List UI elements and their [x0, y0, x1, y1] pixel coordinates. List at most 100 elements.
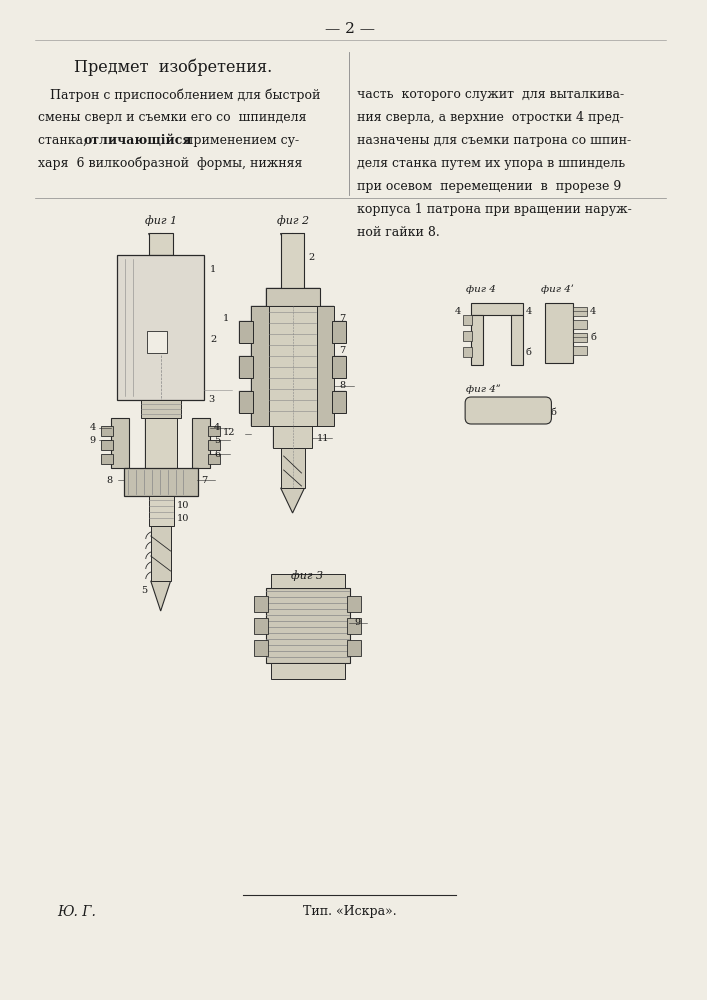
Text: фиг 4ʺ: фиг 4ʺ [466, 385, 501, 394]
Bar [266, 288, 320, 306]
Bar [471, 315, 483, 365]
Bar [273, 426, 312, 448]
Bar [347, 640, 361, 656]
Bar [101, 454, 113, 464]
Text: корпуса 1 патрона при вращении наруж-: корпуса 1 патрона при вращении наруж- [357, 203, 632, 216]
Bar [209, 454, 220, 464]
Bar [332, 321, 346, 343]
Text: харя  6 вилкообразной  формы, нижняя: харя 6 вилкообразной формы, нижняя [37, 157, 302, 170]
Text: Патрон с приспособлением для быстрой: Патрон с приспособлением для быстрой [37, 88, 320, 102]
Bar [269, 306, 317, 426]
Bar [239, 391, 253, 413]
Text: 2: 2 [308, 253, 315, 262]
Bar [332, 356, 346, 378]
Bar [239, 321, 253, 343]
Text: часть  которого служит  для выталкива-: часть которого служит для выталкива- [357, 88, 624, 101]
Text: б: б [590, 333, 596, 342]
Text: — 2 —: — 2 — [325, 22, 375, 36]
Bar [209, 426, 220, 436]
Polygon shape [151, 581, 170, 611]
Bar [124, 468, 199, 496]
Text: фиг 4: фиг 4 [466, 285, 496, 294]
Bar [254, 596, 268, 612]
Text: деля станка путем их упора в шпиндель: деля станка путем их упора в шпиндель [357, 157, 625, 170]
Bar [332, 321, 346, 343]
Bar [151, 526, 170, 581]
FancyBboxPatch shape [138, 271, 175, 327]
Text: 10: 10 [177, 501, 189, 510]
Bar [239, 391, 253, 413]
Bar [192, 418, 210, 468]
Bar [117, 255, 204, 400]
Bar [546, 303, 573, 363]
Bar [239, 356, 253, 378]
Bar [239, 321, 253, 343]
Text: 11: 11 [316, 434, 329, 443]
Text: 10: 10 [177, 514, 189, 523]
Text: применением су-: применением су- [177, 134, 298, 147]
Bar [254, 618, 268, 634]
Text: 4: 4 [455, 307, 462, 316]
Bar [266, 288, 320, 306]
Text: ной гайки 8.: ной гайки 8. [357, 226, 440, 239]
Text: ния сверла, а верхние  отростки 4 пред-: ния сверла, а верхние отростки 4 пред- [357, 111, 624, 124]
Text: 8: 8 [106, 476, 112, 485]
Text: 4: 4 [89, 423, 95, 432]
Bar [281, 233, 305, 288]
Bar [510, 315, 522, 365]
FancyBboxPatch shape [465, 397, 551, 424]
Bar [148, 233, 173, 255]
Text: 9: 9 [354, 618, 360, 627]
Text: Ю. Г.: Ю. Г. [57, 905, 96, 919]
Bar [111, 418, 129, 468]
Text: фиг 1: фиг 1 [145, 215, 177, 226]
Bar [271, 574, 345, 588]
Bar [101, 426, 113, 436]
Text: 7: 7 [339, 314, 346, 323]
Text: б: б [525, 348, 532, 357]
Bar [471, 303, 522, 315]
Text: при осевом  перемещении  в  прорезе 9: при осевом перемещении в прорезе 9 [357, 180, 621, 193]
Bar [573, 320, 587, 329]
Bar [463, 347, 472, 357]
Bar [463, 315, 472, 325]
Text: фиг 4ʹ: фиг 4ʹ [541, 285, 573, 294]
Bar [281, 448, 305, 488]
Text: фиг 2: фиг 2 [276, 215, 309, 226]
Bar [266, 588, 350, 663]
Bar [145, 418, 177, 468]
Bar [145, 418, 177, 468]
Bar [148, 496, 173, 526]
Bar [251, 306, 269, 426]
Text: смены сверл и съемки его со  шпинделя: смены сверл и съемки его со шпинделя [37, 111, 306, 124]
Text: 5: 5 [141, 586, 147, 595]
Bar [251, 306, 269, 426]
Bar [332, 356, 346, 378]
Bar [332, 391, 346, 413]
Bar [573, 307, 587, 316]
Text: 1: 1 [210, 265, 216, 274]
Bar [271, 663, 345, 679]
Bar [316, 306, 334, 426]
Bar [101, 440, 113, 450]
Text: 5: 5 [214, 436, 221, 445]
Bar [316, 306, 334, 426]
Text: Тип. «Искра».: Тип. «Искра». [303, 905, 397, 918]
Bar [254, 640, 268, 656]
Text: 8: 8 [339, 381, 345, 390]
Bar [273, 426, 312, 448]
Text: 7: 7 [339, 346, 346, 355]
Text: 9: 9 [89, 436, 95, 445]
Bar [347, 618, 361, 634]
Bar [463, 331, 472, 341]
Bar [209, 440, 220, 450]
Text: станка,: станка, [37, 134, 95, 147]
Bar [239, 356, 253, 378]
Text: 2: 2 [210, 335, 216, 344]
Text: б: б [551, 408, 556, 417]
Text: 1: 1 [223, 314, 229, 323]
Text: 6: 6 [214, 450, 221, 459]
Bar [573, 333, 587, 342]
Bar [573, 346, 587, 355]
Bar [141, 400, 180, 418]
